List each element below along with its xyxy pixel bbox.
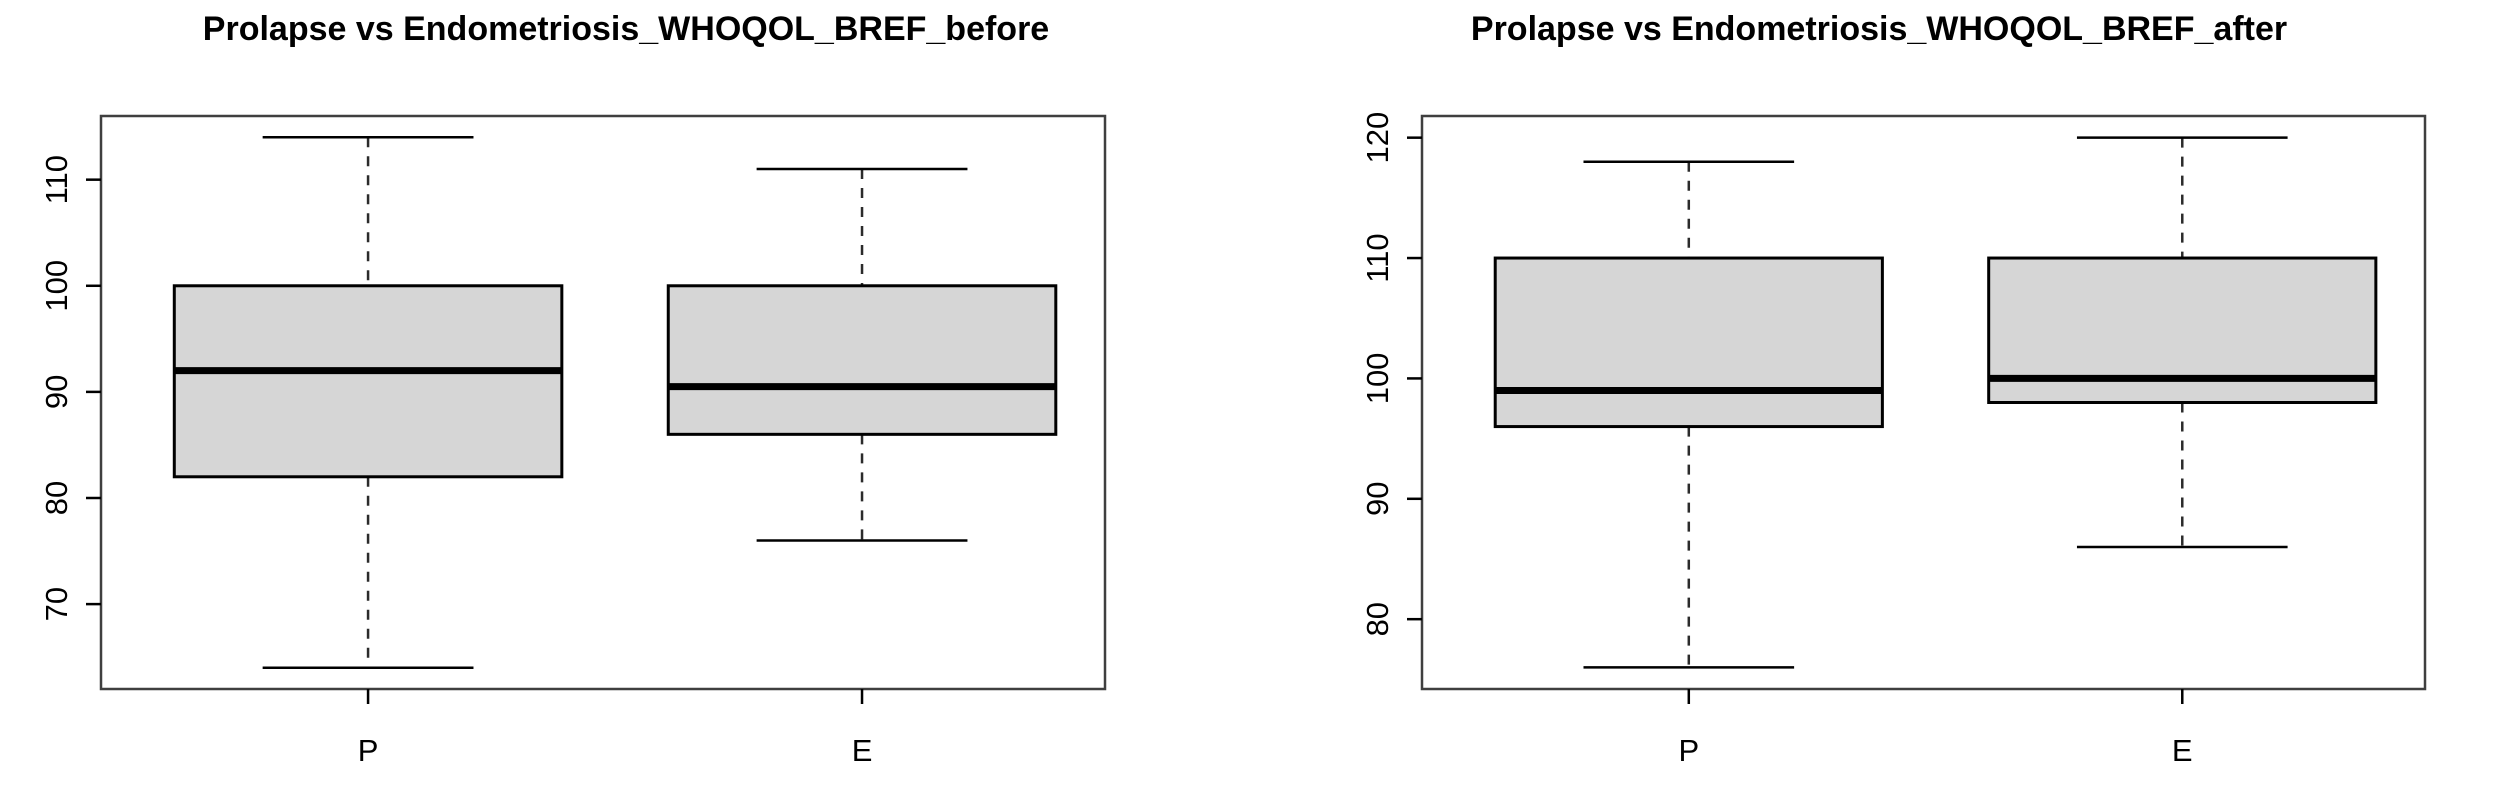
chart-title-after: Prolapse vs Endometriosis_WHOQOL_BREF_af… [1470, 10, 2288, 48]
x-category-label: P [358, 733, 379, 768]
y-tick-label: 120 [1360, 112, 1395, 164]
plot-border [1420, 114, 2427, 691]
y-tick-label: 80 [39, 481, 74, 515]
panel-before: Prolapse vs Endometriosis_WHOQOL_BREF_be… [0, 0, 1252, 789]
panel-after: Prolapse vs Endometriosis_WHOQOL_BREF_af… [1253, 0, 2505, 789]
x-category-label: E [2172, 733, 2193, 768]
y-tick-label: 100 [39, 260, 74, 312]
x-category-label: E [852, 733, 873, 768]
x-category-label: P [1678, 733, 1699, 768]
iqr-box [172, 284, 564, 479]
chart-title-before: Prolapse vs Endometriosis_WHOQOL_BREF_be… [202, 10, 1050, 48]
iqr-box [666, 284, 1058, 436]
y-tick-label: 80 [1360, 602, 1395, 636]
iqr-box [1493, 256, 1884, 429]
boxplot-canvas-after: 80 90 100 110 120 P E [1360, 112, 2427, 768]
y-tick-label: 100 [1360, 353, 1395, 405]
y-tick-label: 90 [39, 375, 74, 409]
plot-border [99, 114, 1107, 691]
y-tick-label: 70 [39, 587, 74, 621]
y-tick-label: 90 [1360, 482, 1395, 516]
boxplot-canvas-before: 70 80 90 100 110 P E [39, 114, 1107, 768]
y-tick-label: 110 [39, 155, 74, 204]
y-tick-label: 110 [1360, 233, 1395, 282]
